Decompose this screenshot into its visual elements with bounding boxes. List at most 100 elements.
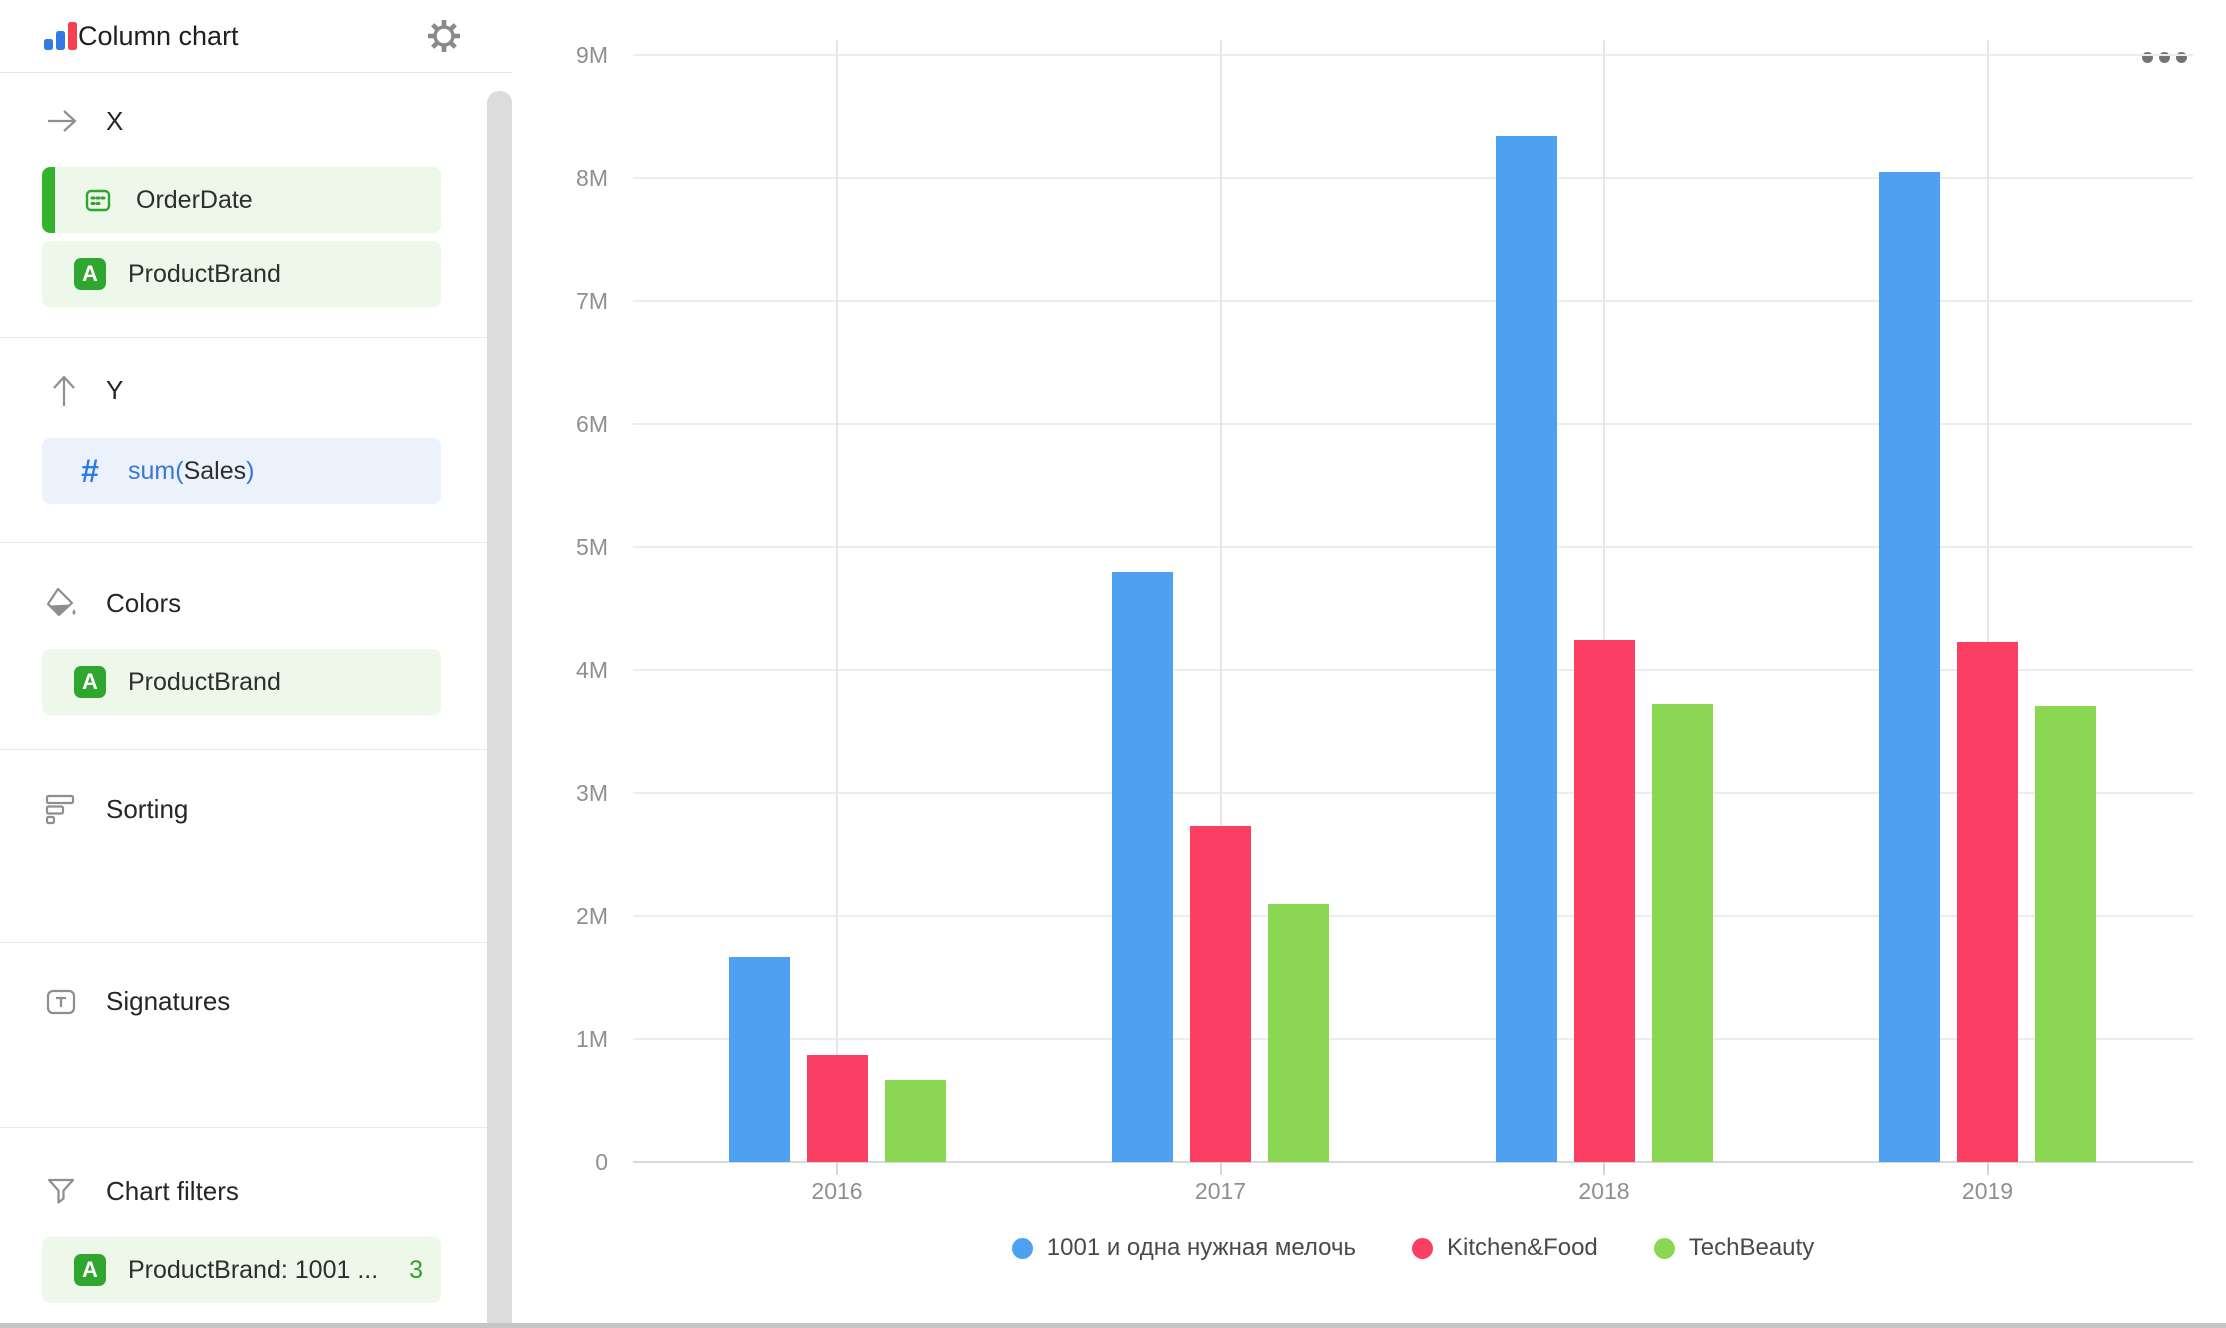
bar-2017-series-1[interactable]	[1190, 826, 1251, 1162]
legend-label: 1001 и одна нужная мелочь	[1046, 1234, 1357, 1261]
hash-icon: #	[81, 453, 99, 489]
legend-item-1[interactable]: Kitchen&Food	[1412, 1234, 1598, 1262]
field-label: sum(Sales)	[128, 456, 255, 485]
bar-2017-series-0[interactable]	[1112, 572, 1173, 1162]
y-tick-label: 1M	[576, 1026, 608, 1052]
arrow-right-icon	[44, 99, 88, 143]
legend-dot	[1412, 1237, 1434, 1259]
letter-a-icon: A	[74, 1254, 106, 1286]
bar-2019-series-2[interactable]	[2035, 706, 2096, 1162]
bar-2019-series-0[interactable]	[1879, 172, 1940, 1162]
y-gridline	[633, 1038, 2193, 1040]
filter-label: ProductBrand: 1001 ...	[128, 1255, 379, 1284]
column-chart-icon	[44, 22, 78, 50]
y-gridline	[633, 177, 2193, 179]
field-pill-sum-sales[interactable]: # sum(Sales)	[42, 438, 441, 504]
calendar-icon	[82, 184, 114, 216]
section-chart-filters: Chart filters A ProductBrand: 1001 ... 3	[0, 1128, 487, 1328]
x-axis-tick	[836, 1162, 838, 1175]
letter-a-icon: A	[74, 666, 106, 698]
chart-panel: 0 1M 2M 3M 4M 5M 6M 7M 8M 9M 2016 2017 2018 2019 1001 …	[512, 0, 2226, 1328]
y-gridline	[633, 54, 2193, 56]
filter-count-badge: 3	[409, 1255, 423, 1284]
y-gridline	[633, 423, 2193, 425]
section-colors-label: Colors	[106, 587, 182, 618]
x-gridline	[836, 40, 838, 1162]
y-gridline	[633, 915, 2193, 917]
legend-label: TechBeauty	[1688, 1234, 1815, 1261]
section-sorting-label: Sorting	[106, 793, 189, 824]
bar-2016-series-1[interactable]	[806, 1055, 868, 1162]
settings-gear-icon[interactable]	[426, 18, 462, 54]
section-signatures-header: Signatures	[0, 979, 487, 1023]
section-y-label: Y	[106, 374, 124, 405]
letter-a-icon: A	[74, 258, 106, 290]
bar-2016-series-2[interactable]	[884, 1080, 946, 1162]
y-tick-label: 5M	[576, 534, 608, 560]
chart-menu-icon[interactable]	[2142, 52, 2187, 63]
field-pill-productbrand-colors[interactable]: A ProductBrand	[42, 649, 441, 715]
text-icon	[44, 979, 88, 1023]
x-category-label: 2019	[1961, 1178, 2014, 1204]
bar-2016-series-0[interactable]	[728, 957, 790, 1162]
field-label: ProductBrand	[128, 259, 281, 288]
sidebar: Column chart X	[0, 0, 512, 1328]
bar-2017-series-2[interactable]	[1268, 904, 1329, 1162]
y-gridline	[633, 546, 2193, 548]
legend-label: Kitchen&Food	[1447, 1234, 1598, 1261]
bar-2018-series-0[interactable]	[1495, 136, 1557, 1162]
paint-bucket-icon	[44, 581, 88, 625]
gear-icon	[428, 20, 460, 52]
section-colors-header: Colors	[0, 581, 487, 625]
sidebar-header: Column chart	[0, 0, 512, 73]
x-category-label: 2017	[1194, 1178, 1247, 1204]
y-tick-label: 3M	[576, 780, 608, 806]
x-category-label: 2016	[811, 1178, 863, 1204]
x-axis-tick	[1603, 1162, 1605, 1175]
y-tick-label: 9M	[576, 42, 608, 68]
bar-2019-series-1[interactable]	[1957, 642, 2018, 1162]
y-tick-label: 2M	[576, 903, 608, 929]
field-pill-orderdate[interactable]: OrderDate	[42, 167, 441, 233]
section-y-header: Y	[0, 368, 487, 412]
section-sorting-header: Sorting	[0, 787, 487, 831]
x-gridline	[1986, 40, 1989, 1162]
arrow-up-icon	[44, 368, 88, 412]
x-category-label: 2018	[1578, 1178, 1630, 1204]
x-gridline	[1603, 40, 1605, 1162]
section-colors: Colors A ProductBrand	[0, 543, 487, 750]
section-x-header: X	[0, 99, 487, 143]
bar-2018-series-2[interactable]	[1651, 704, 1713, 1162]
y-tick-label: 4M	[576, 657, 608, 683]
funnel-icon	[44, 1169, 88, 1213]
filter-pill-productbrand[interactable]: A ProductBrand: 1001 ... 3	[42, 1237, 441, 1303]
section-x: X OrderDate A ProductBrand	[0, 73, 487, 338]
field-label: OrderDate	[136, 185, 253, 214]
x-axis-tick	[1986, 1162, 1989, 1175]
section-chart-filters-label: Chart filters	[106, 1175, 239, 1206]
y-gridline	[633, 669, 2193, 671]
legend-dot	[1011, 1237, 1033, 1259]
y-gridline	[633, 300, 2193, 302]
chart-legend: 1001 и одна нужная мелочь Kitchen&Food Tec…	[633, 1234, 2193, 1262]
section-signatures-label: Signatures	[106, 985, 231, 1016]
field-label: ProductBrand	[128, 667, 281, 696]
sort-bars-icon	[44, 787, 88, 831]
section-y: Y # sum(Sales)	[0, 338, 487, 543]
field-pill-productbrand-x[interactable]: A ProductBrand	[42, 241, 441, 307]
section-chart-filters-header: Chart filters	[0, 1169, 487, 1213]
section-sorting: Sorting	[0, 750, 487, 943]
field-accent-bar	[42, 167, 55, 233]
y-tick-label: 8M	[576, 165, 608, 191]
legend-item-0[interactable]: 1001 и одна нужная мелочь	[1011, 1234, 1357, 1262]
x-axis-line	[633, 1161, 2193, 1163]
sidebar-scrollbar-thumb[interactable]	[487, 91, 512, 1323]
bar-2018-series-1[interactable]	[1573, 640, 1635, 1162]
chart-type-title: Column chart	[78, 20, 239, 51]
legend-dot	[1653, 1237, 1675, 1259]
legend-item-2[interactable]: TechBeauty	[1653, 1234, 1815, 1262]
sidebar-scrollbar	[487, 73, 512, 1328]
y-tick-label: 6M	[576, 411, 608, 437]
y-tick-label: 0	[595, 1149, 608, 1175]
